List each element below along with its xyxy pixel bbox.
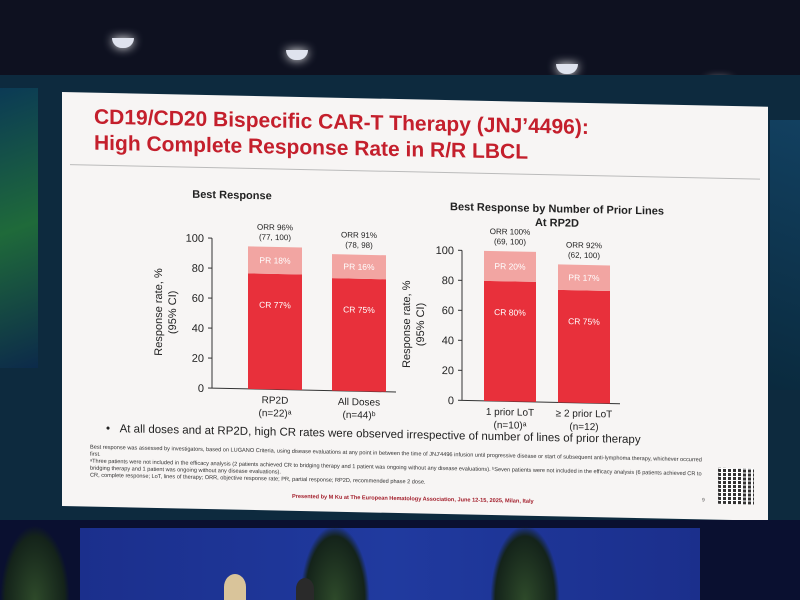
bar-cr [248,273,302,391]
y-tick-label: 80 [442,275,454,287]
bar-pr [558,264,610,291]
bar-pr [248,246,302,275]
orr-label: ORR 100% [490,227,530,237]
presented-by: Presented by M Ku at The European Hemato… [292,493,534,505]
category-label: ≥ 2 prior LoT [556,408,613,420]
category-label: 1 prior LoT [486,407,534,419]
chart-title: Best Response [192,189,271,203]
cr-data-label: CR 75% [343,304,375,315]
category-n-label: (n=12) [569,422,598,434]
stage-backdrop-panel [80,528,700,600]
pr-data-label: PR 18% [259,255,291,266]
panelist-head [296,578,314,600]
orr-ci-label: (62, 100) [568,251,600,261]
plant-right [490,525,560,600]
y-tick-label: 40 [192,323,204,335]
category-label: RP2D [262,395,289,407]
pr-data-label: PR 16% [343,261,375,272]
stage-light [286,50,308,60]
pr-data-label: PR 17% [568,272,600,283]
y-tick-label: 60 [442,305,454,317]
category-label: All Doses [338,397,380,409]
stage-light [112,38,134,48]
orr-label: ORR 92% [566,241,602,251]
speaker-head [224,574,246,600]
y-tick-label: 60 [192,293,204,305]
y-tick-label: 20 [192,353,204,365]
cr-data-label: CR 77% [259,300,291,311]
y-axis-label-line1: Response rate, % [401,280,413,368]
y-tick-label: 100 [186,233,204,245]
cr-data-label: CR 80% [494,307,526,318]
decorative-panel-left [0,88,38,368]
stage-light [556,64,578,74]
decorative-panel-right [770,120,800,390]
y-tick-label: 80 [192,263,204,275]
chart-title-line1: Best Response by Number of Prior Lines [450,201,664,217]
cr-data-label: CR 75% [568,316,600,327]
page-number: 9 [702,497,705,504]
bar-pr [332,254,386,280]
orr-label: ORR 91% [341,230,377,240]
category-n-label: (n=10)ᵃ [494,420,527,432]
y-axis-label-line2: (95% CI) [167,290,179,334]
y-tick-label: 100 [436,245,454,257]
qr-code-icon [718,467,754,505]
orr-label: ORR 96% [257,223,293,233]
y-tick-label: 40 [442,335,454,347]
bar-cr [558,289,610,404]
plant-left [0,525,70,600]
y-tick-label: 0 [448,395,454,407]
category-n-label: (n=22)ᵃ [259,408,292,420]
bar-pr [484,250,536,282]
bar-cr [332,278,386,392]
footnotes: Best response was assessed by investigat… [90,445,710,493]
ceiling [0,0,800,90]
category-n-label: (n=44)ᵇ [343,410,376,422]
orr-ci-label: (78, 98) [345,240,373,250]
y-tick-label: 20 [442,365,454,377]
y-axis-label-line2: (95% CI) [415,303,427,347]
orr-ci-label: (69, 100) [494,237,526,247]
orr-ci-label: (77, 100) [259,233,291,243]
chart-title-line2: At RP2D [535,217,579,230]
bar-cr [484,280,536,402]
y-axis-label-line1: Response rate, % [153,268,165,356]
pr-data-label: PR 20% [494,261,526,272]
presentation-slide: CD19/CD20 Bispecific CAR-T Therapy (JNJ’… [62,92,768,521]
y-tick-label: 0 [198,383,204,395]
